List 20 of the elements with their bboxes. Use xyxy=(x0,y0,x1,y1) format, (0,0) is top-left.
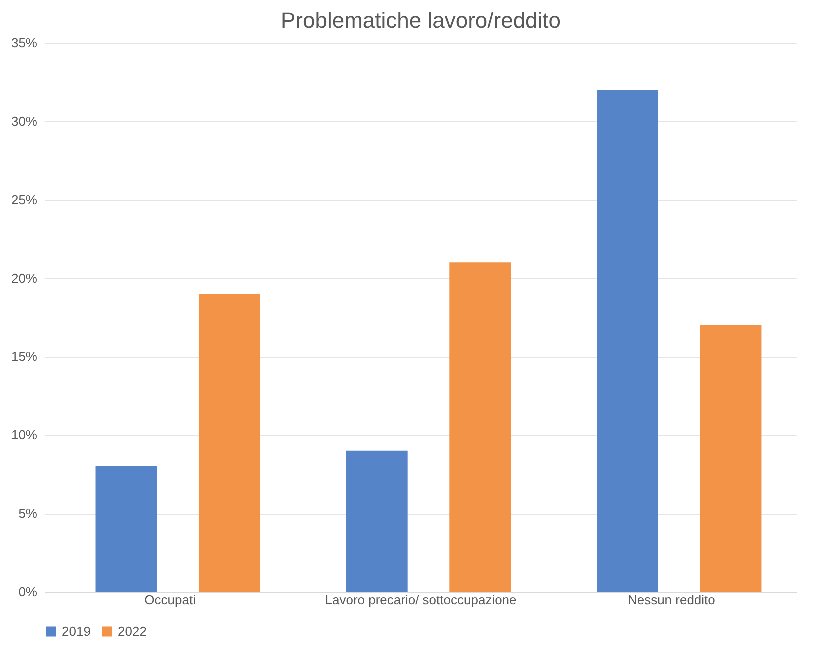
chart-title: Problematiche lavoro/reddito xyxy=(280,8,562,33)
bar xyxy=(450,262,512,592)
x-tick-label: Occupati xyxy=(144,592,196,608)
bar xyxy=(597,90,659,592)
y-tick-label: 0% xyxy=(18,584,38,600)
y-tick-label: 10% xyxy=(11,428,38,443)
legend-label: 2022 xyxy=(118,624,147,639)
y-tick-label: 25% xyxy=(11,192,38,208)
y-tick-label: 35% xyxy=(11,36,38,50)
bar xyxy=(346,450,408,592)
bar xyxy=(198,294,260,592)
y-tick-label: 30% xyxy=(11,114,38,129)
legend-label: 2019 xyxy=(62,624,91,639)
bar xyxy=(700,325,762,592)
y-tick-label: 5% xyxy=(18,506,38,522)
y-tick-label: 15% xyxy=(11,349,38,364)
bar xyxy=(96,466,158,592)
x-tick-label: Lavoro precario/ sottoccupazione xyxy=(325,592,517,608)
y-tick-label: 20% xyxy=(11,270,38,286)
x-tick-label: Nessun reddito xyxy=(628,592,716,608)
